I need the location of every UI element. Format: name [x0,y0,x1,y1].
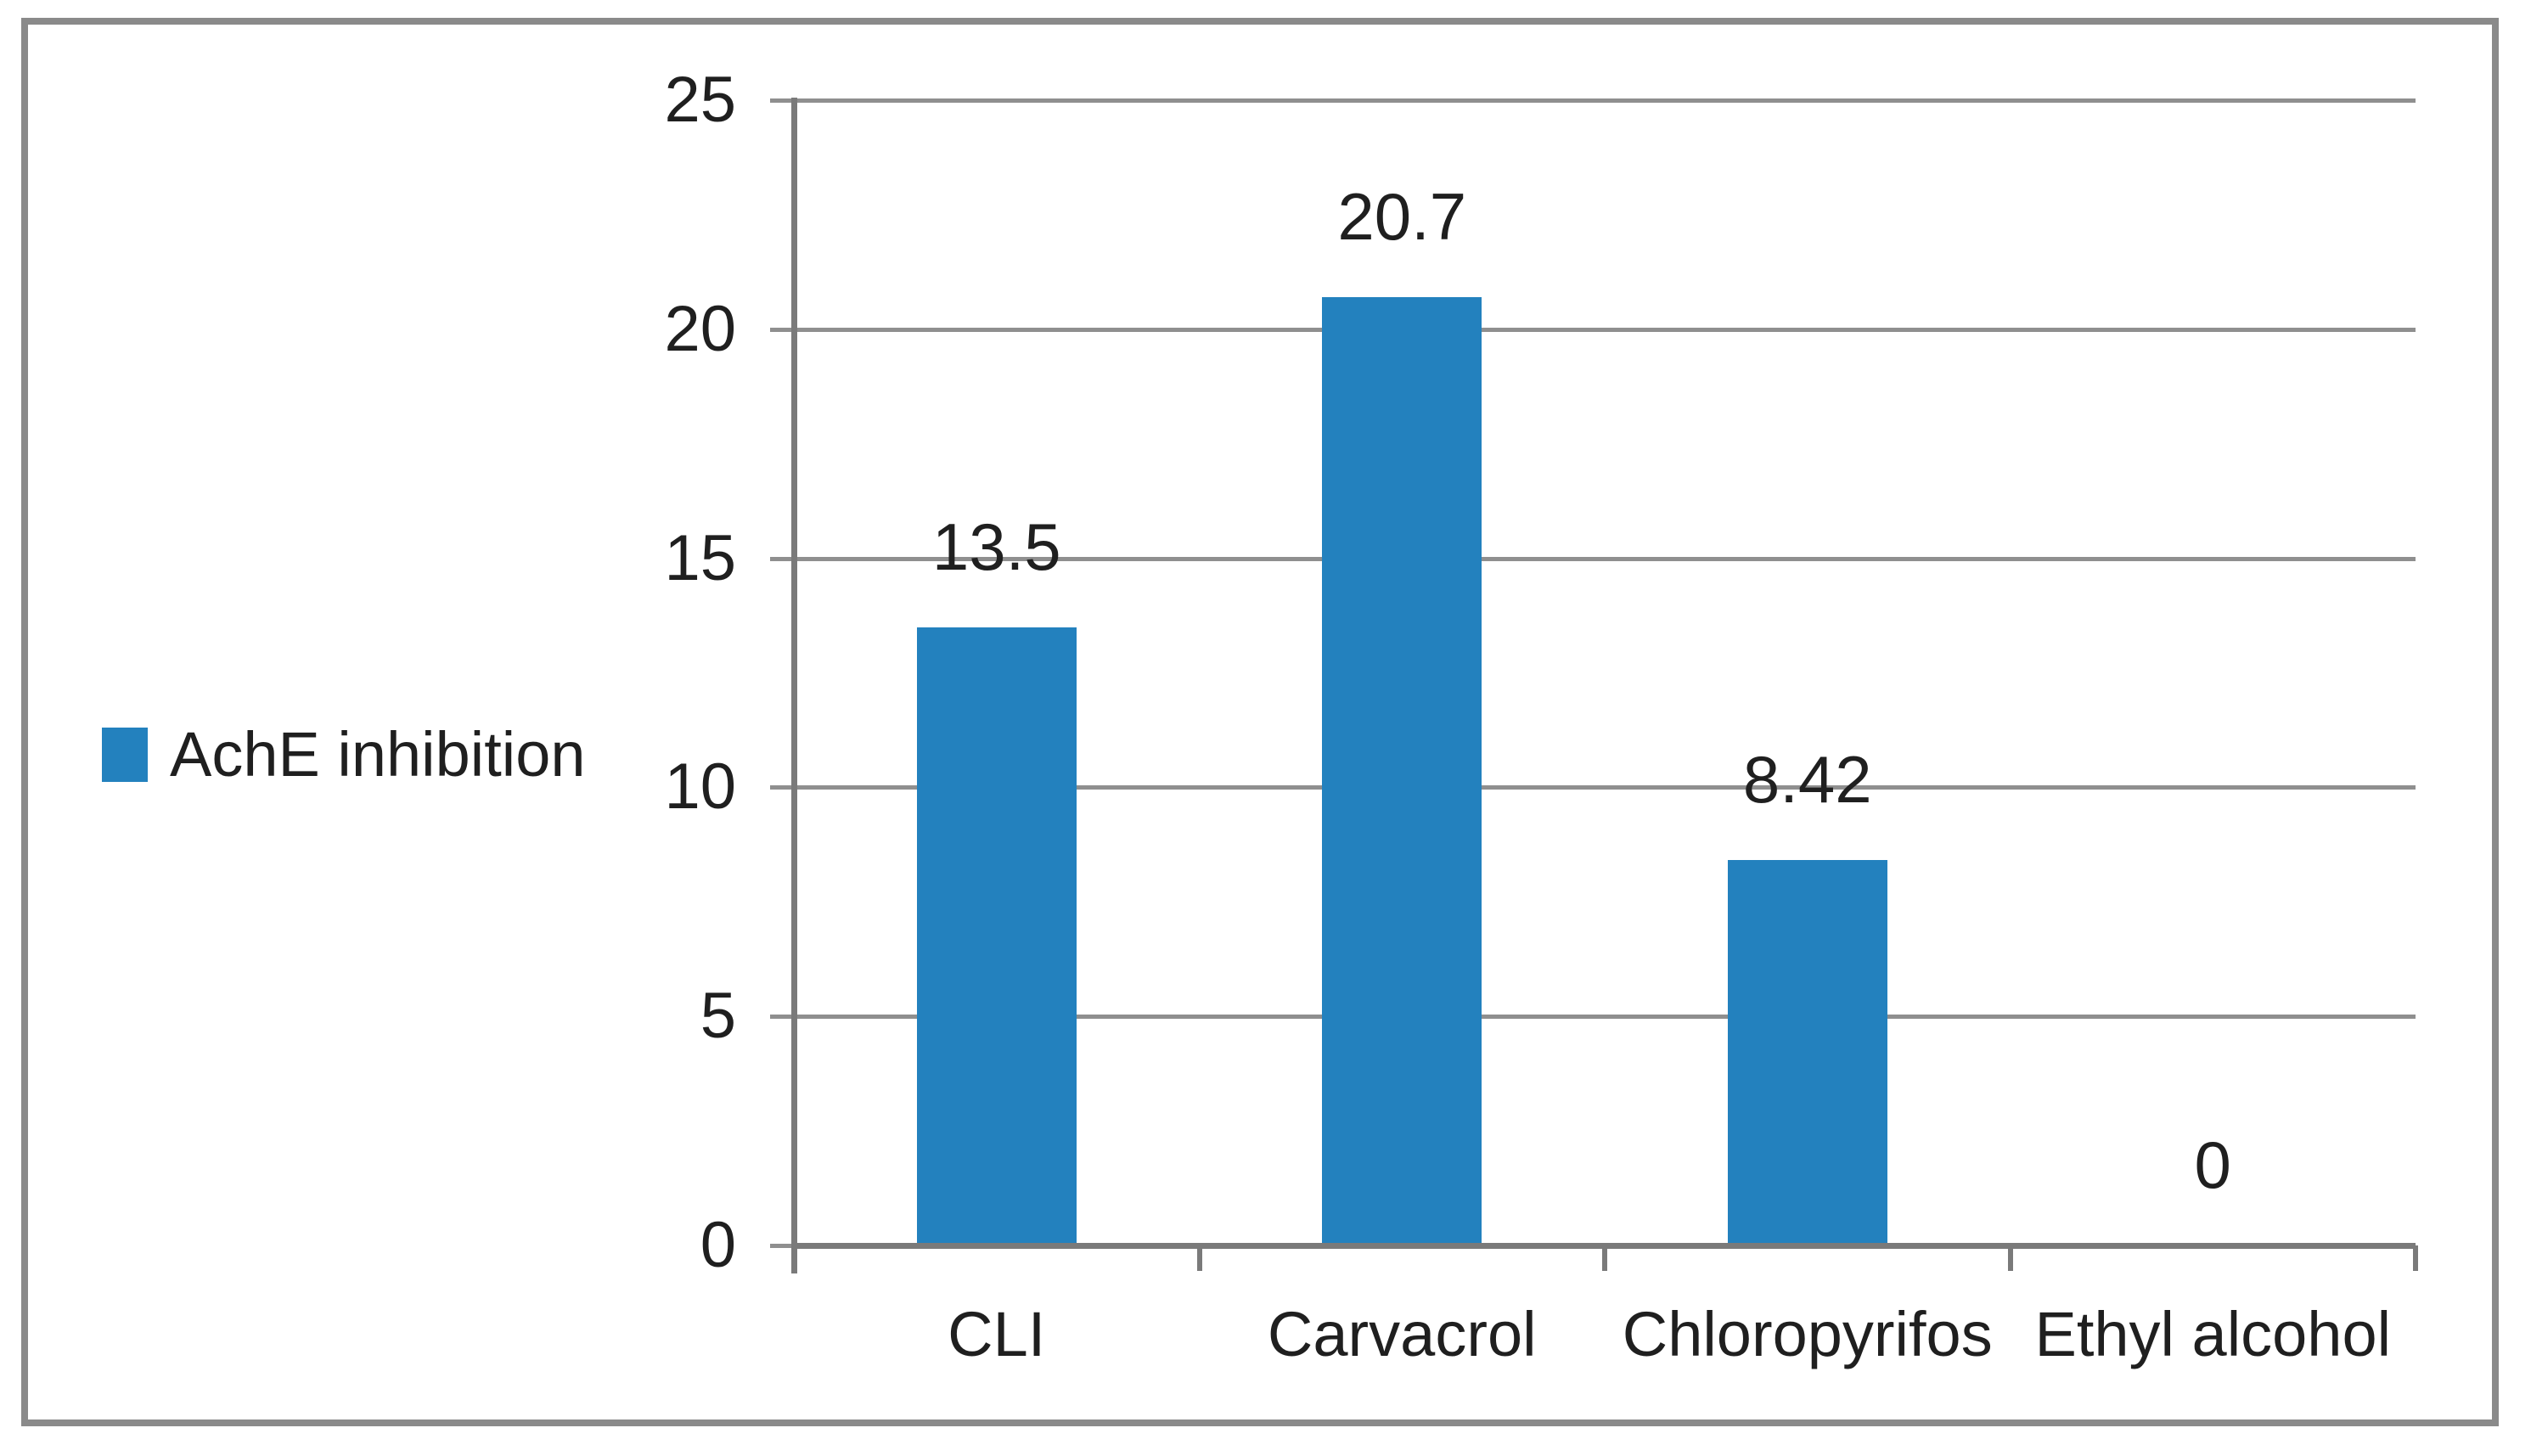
y-axis-tick-label: 0 [700,1209,736,1281]
x-category-label: Chloropyrifos [1622,1299,1993,1369]
x-tick-mark [2007,1245,2013,1271]
bar-value-label: 20.7 [1337,179,1467,255]
bar-value-label: 8.42 [1742,741,1872,817]
y-axis-tick-label: 5 [700,980,736,1053]
x-category-label: Ethyl alcohol [2034,1299,2392,1369]
bar [1322,297,1482,1245]
bar [916,627,1077,1245]
y-tick-mark [770,327,794,332]
y-axis-tick-label: 10 [664,750,736,824]
y-axis-tick-label: 20 [664,292,736,365]
gridline [794,556,2416,561]
x-tick-mark [1602,1245,1607,1271]
y-tick-mark [770,785,794,790]
legend-color-swatch [102,728,148,782]
y-tick-mark [770,556,794,561]
x-category-label: Carvacrol [1267,1299,1537,1369]
y-axis-tick-label: 15 [664,521,736,594]
legend: AchE inhibition [102,723,586,786]
y-axis-line [791,98,797,1273]
gridline [794,785,2416,790]
x-category-label: CLI [948,1299,1046,1369]
x-tick-mark [1196,1245,1202,1271]
gridline [794,1015,2416,1020]
bar [1727,859,1887,1245]
y-tick-mark [770,1015,794,1020]
gridline [794,327,2416,332]
x-tick-mark [791,1245,796,1271]
gridline [794,98,2416,103]
y-tick-mark [770,98,794,103]
x-tick-mark [2413,1245,2418,1271]
legend-series-label: AchE inhibition [170,719,586,790]
y-tick-mark [770,1244,794,1248]
bar-value-label: 13.5 [931,509,1061,584]
bar-value-label: 0 [2194,1127,2231,1202]
y-axis-tick-label: 25 [664,64,736,136]
chart-border [21,18,2499,1426]
